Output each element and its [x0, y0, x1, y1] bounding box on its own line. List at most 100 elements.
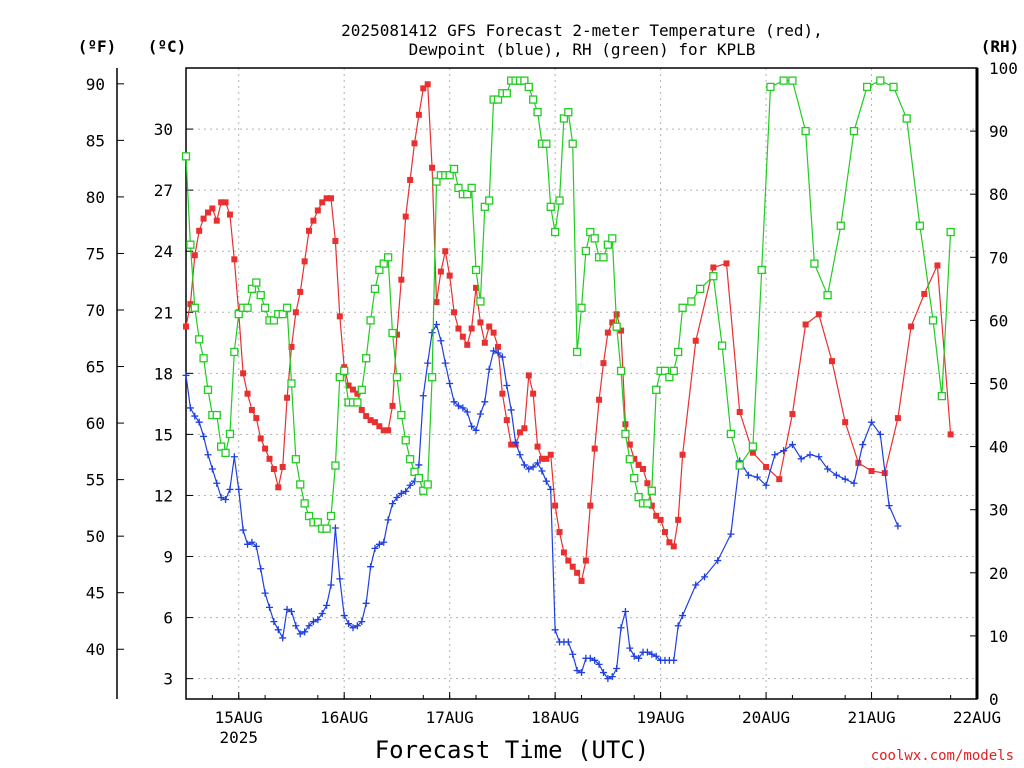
dewpoint-blue-point: [613, 664, 621, 672]
temperature-red-point: [310, 217, 317, 224]
temperature-red-point: [402, 213, 409, 220]
temperature-red-point: [763, 463, 770, 470]
rh-green-point: [889, 82, 898, 92]
rh-green-point: [542, 139, 551, 148]
rh-green-point: [603, 240, 613, 249]
temperature-red-point: [187, 301, 194, 308]
celsius-tick-label: 6: [163, 609, 173, 628]
rh-green-point: [608, 234, 617, 243]
temperature-red-point: [499, 390, 506, 397]
dewpoint-blue-point: [481, 398, 489, 406]
dewpoint-blue-point: [362, 599, 370, 607]
data-series: [181, 76, 955, 683]
temperature-red-point: [547, 451, 554, 458]
temperature-red-point: [459, 333, 466, 340]
rh-green-point: [678, 303, 687, 312]
dewpoint-blue-point: [490, 347, 498, 355]
temperature-red-point: [358, 406, 365, 413]
temperature-red-point: [473, 284, 480, 291]
rh-green-point: [748, 442, 758, 451]
dewpoint-blue-point: [454, 402, 462, 410]
rh-green-point: [388, 328, 397, 338]
temperature-red-point: [183, 323, 189, 330]
dewpoint-blue-point: [701, 573, 709, 581]
temperature-red-point: [257, 435, 264, 442]
dewpoint-blue-point: [498, 353, 506, 361]
dewpoint-blue-point: [375, 540, 383, 548]
rh-green-point: [801, 126, 810, 136]
rh-green-point: [256, 291, 265, 300]
rh-green-point: [946, 227, 955, 237]
rh-green-point: [550, 227, 560, 237]
temperature-red-point: [266, 455, 273, 462]
temperature-red-point: [908, 323, 915, 330]
dewpoint-blue-point: [534, 459, 542, 467]
rh-unit-label: (RH): [981, 37, 1020, 56]
dewpoint-blue-point: [714, 557, 722, 565]
x-tick-label: 22AUG: [953, 708, 1001, 727]
temperature-red-point: [376, 423, 383, 430]
dewpoint-blue-point: [468, 422, 476, 430]
dewpoint-blue-point: [349, 624, 357, 632]
dewpoint-blue-point: [780, 447, 788, 455]
rh-green-point: [577, 303, 586, 312]
rh-green-point: [810, 259, 819, 268]
rh-green-point: [212, 410, 221, 420]
rh-green-point: [788, 76, 797, 85]
rh-green-point: [432, 177, 441, 186]
rh-green-point: [230, 347, 239, 357]
rh-green-point: [564, 108, 573, 117]
temperature-red-point: [398, 276, 405, 283]
dewpoint-blue-point: [516, 451, 524, 459]
rh-green-point: [278, 309, 287, 319]
temperature-red-point: [218, 199, 225, 206]
dewpoint-blue-point: [217, 493, 225, 501]
temperature-red-point: [292, 309, 299, 316]
temperature-red-point: [591, 445, 598, 452]
fahrenheit-tick-label: 85: [86, 131, 105, 150]
rh-green-point: [630, 473, 639, 483]
dewpoint-blue-point: [692, 581, 700, 589]
rh-green-point: [392, 373, 402, 382]
celsius-tick-label: 21: [154, 303, 173, 322]
dewpoint-blue-point: [635, 654, 643, 662]
dewpoint-blue-point: [287, 607, 295, 615]
temperature-red-point: [604, 329, 611, 336]
rh-green-point: [696, 284, 705, 294]
temperature-red-point: [464, 341, 471, 348]
dewpoint-blue-point: [652, 652, 660, 660]
rh-green-point: [375, 265, 384, 275]
dewpoint-blue-point: [626, 644, 634, 652]
dewpoint-blue-point: [621, 607, 629, 615]
dewpoint-blue-point: [507, 406, 515, 414]
dewpoint-blue-point: [547, 485, 555, 493]
temperature-red-point: [200, 215, 207, 222]
dewpoint-blue-point: [485, 365, 493, 373]
dewpoint-blue-point: [226, 485, 234, 493]
dewpoint-blue-point: [384, 516, 392, 524]
temperature-red-point: [270, 465, 277, 472]
temperature-red-point: [516, 429, 523, 436]
temperature-red-point: [618, 327, 625, 334]
rh-green-point: [485, 196, 494, 205]
temperature-red-point: [675, 516, 682, 523]
rh-tick-label: 50: [989, 375, 1008, 394]
temperature-red-point: [275, 484, 282, 491]
dewpoint-blue-point: [520, 461, 528, 469]
temperature-red-point: [622, 421, 629, 428]
rh-tick-label: 0: [989, 690, 999, 709]
temperature-red-point: [204, 209, 211, 216]
dewpoint-blue-point: [753, 473, 761, 481]
dewpoint-blue-point: [670, 656, 678, 664]
celsius-tick-label: 30: [154, 120, 173, 139]
temperature-red-point: [328, 195, 335, 202]
rh-green-point: [247, 284, 257, 294]
fahrenheit-tick-label: 45: [86, 584, 105, 603]
temperature-red-point: [420, 85, 427, 92]
temperature-red-point: [389, 402, 396, 409]
dewpoint-blue-point: [674, 622, 682, 630]
dewpoint-blue-point: [463, 408, 471, 416]
rh-green-point: [581, 246, 591, 256]
dewpoint-blue-point: [841, 475, 849, 483]
rh-green-point: [225, 429, 235, 439]
